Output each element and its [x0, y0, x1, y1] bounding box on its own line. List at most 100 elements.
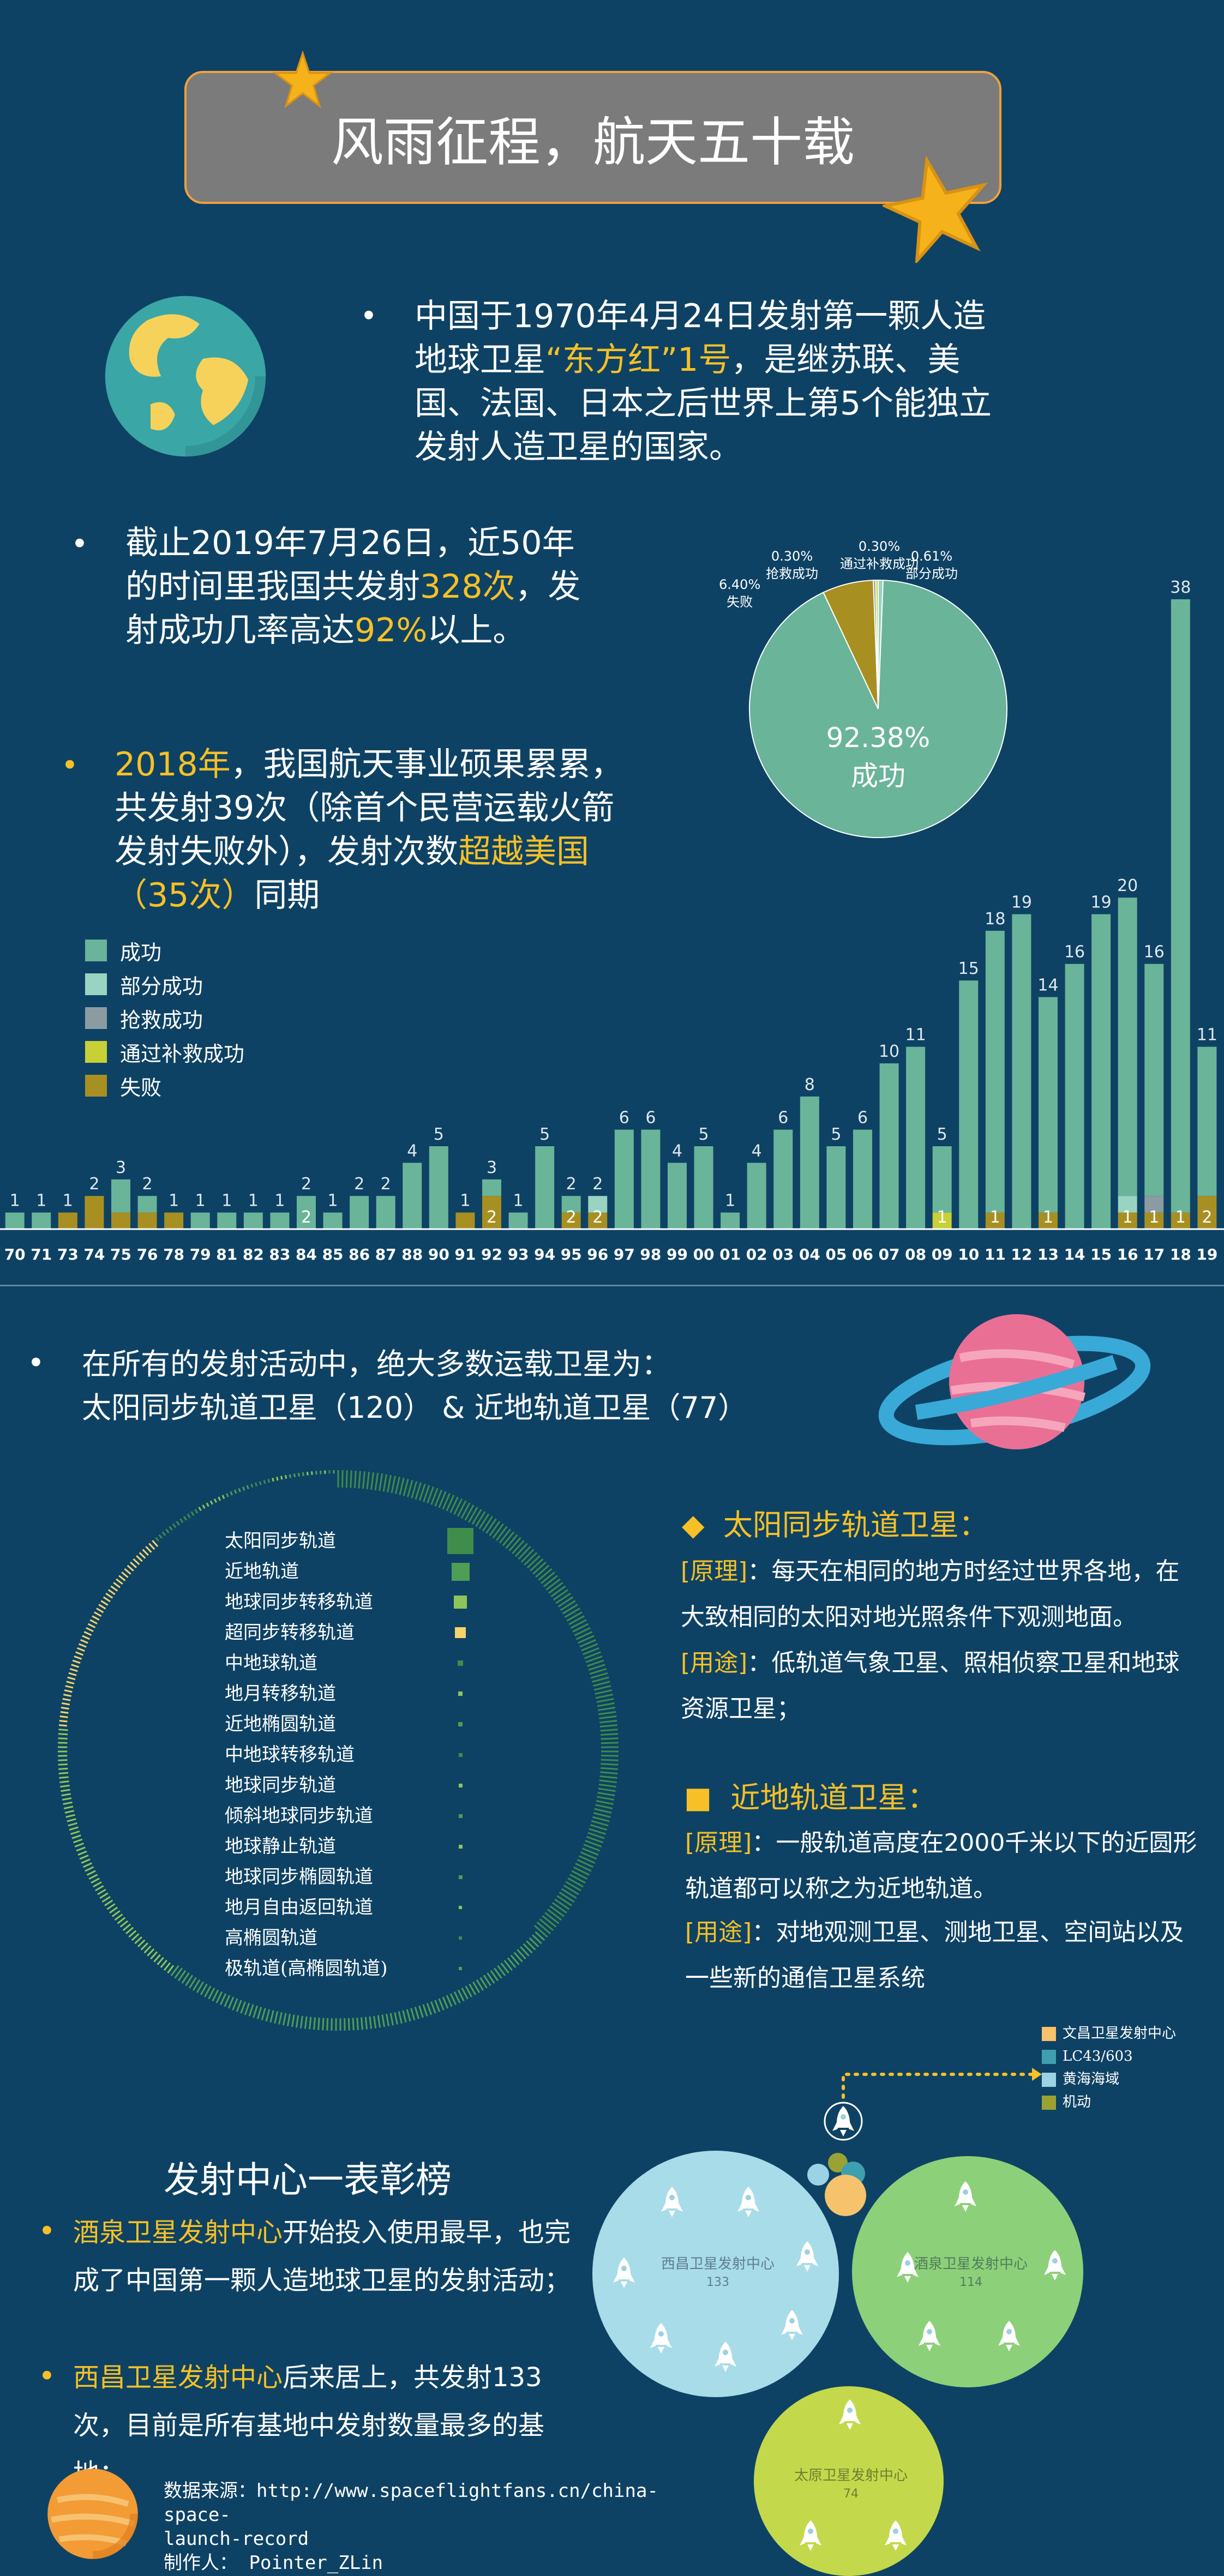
orbit-tick: [599, 1724, 618, 1728]
pie-label-name: 通过补救成功: [840, 556, 919, 571]
orbit-tick: [69, 1826, 79, 1831]
orbit-tick: [449, 1993, 457, 2006]
orbit-tick: [600, 1771, 618, 1774]
orbit-tick: [566, 1611, 583, 1622]
orbit-tick: [177, 1970, 187, 1982]
bar-segment: [588, 1212, 608, 1229]
orbit-legend-item: 地月自由返回轨道: [225, 1892, 481, 1923]
bar-total-label: 16: [1064, 943, 1085, 962]
bar-inner-label: 2: [592, 1208, 603, 1227]
orbit-tick: [140, 1942, 148, 1951]
orbit-legend-label: 超同步转移轨道: [225, 1622, 355, 1644]
intro-paragraph-3: 2018年，我国航天事业硕果累累，共发射39次（除首个民营运载火箭发射失败外），…: [115, 743, 638, 917]
use-tag: [用途]: [681, 1649, 748, 1677]
orbit-tick: [250, 1483, 254, 1488]
orbit-legend-item: 极轨道(高椭圆轨道): [225, 1953, 481, 1984]
orbit-tick: [377, 2015, 381, 2028]
intro-paragraph-2: 截止2019年7月26日，近50年的时间里我国共发射328次，发射成功几率高达9…: [125, 521, 605, 652]
orbit-tick: [82, 1862, 92, 1868]
x-tick-label: 79: [190, 1245, 211, 1263]
orbit-tick: [276, 1477, 279, 1481]
bubble-label: 太原卫星发射中心: [794, 2467, 908, 2484]
orbit-tick: [483, 1975, 491, 1987]
orbit-legend-label: 地球同步轨道: [225, 1774, 336, 1796]
orbit-tick: [575, 1863, 592, 1872]
orbit-tick: [278, 2012, 283, 2025]
bar-segment: [137, 1212, 157, 1229]
orbit-tick: [94, 1611, 102, 1617]
orbit-legend-label: 极轨道(高椭圆轨道): [225, 1958, 388, 1979]
orbit-tick: [60, 1784, 70, 1788]
orbit-tick: [601, 1754, 619, 1757]
centers-title: 发射中心一表彰榜: [164, 2159, 452, 2201]
x-tick-label: 75: [110, 1245, 131, 1263]
bar-total-label: 18: [985, 910, 1005, 929]
orbit-tick: [116, 1578, 123, 1585]
bar-segment: [773, 1129, 793, 1229]
pie-label-partial: 0.61% 部分成功: [905, 547, 958, 582]
orbit-tick: [196, 1981, 204, 1993]
orbit-tick: [434, 1489, 443, 1507]
orbit-tick: [119, 1920, 129, 1928]
bar-total-label: 1: [221, 1191, 232, 1211]
bullet-dot: •: [38, 2359, 56, 2393]
orbit-legend-swatch: [454, 1596, 467, 1609]
orbit-legend-label: 近地椭圆轨道: [225, 1713, 336, 1735]
x-tick-label: 85: [322, 1245, 344, 1263]
bar-total-label: 3: [116, 1158, 126, 1177]
orbit-legend-item: 地球同步转移轨道: [225, 1587, 481, 1617]
bar-segment: [1039, 997, 1058, 1213]
x-tick-label: 96: [587, 1245, 608, 1263]
bar-legend: 成功 部分成功 抢救成功 通过补救成功 失败: [85, 934, 244, 1103]
orbit-legend-label: 太阳同步轨道: [225, 1530, 336, 1552]
orbit-tick: [110, 1585, 118, 1592]
bar-total-label: 10: [879, 1042, 899, 1061]
orbit-tick: [591, 1676, 609, 1683]
legend-swatch: [1042, 2027, 1056, 2041]
orbit-legend-swatch: [451, 1562, 470, 1581]
bar-segment: [376, 1196, 395, 1229]
orbit-tick: [524, 1552, 538, 1566]
bar-inner-label: 1: [1149, 1208, 1159, 1227]
orbit-tick: [573, 1866, 590, 1876]
orbit-tick: [105, 1592, 113, 1599]
pie-label-rescue: 0.30% 抢救成功: [766, 547, 818, 582]
orbit-legend-swatch: [458, 1660, 463, 1666]
orbit-radial-chart: [57, 1470, 619, 2031]
earth-icon: [105, 296, 266, 457]
orbit-legend-swatch: [458, 1844, 463, 1849]
x-tick-label: 08: [905, 1245, 926, 1263]
orbit-tick: [317, 2017, 320, 2030]
orbit-tick: [227, 1996, 235, 2009]
orbit-tick: [391, 1476, 396, 1494]
launch-bar-chart: 1701711732743752761781791811821832841852…: [0, 578, 1224, 1263]
center-item-1: 酒泉卫星发射中心开始投入使用最早，也完成了中国第一颗人造地球卫星的发射活动；: [73, 2208, 575, 2304]
orbit-tick: [170, 1965, 179, 1976]
orbit-tick: [76, 1647, 85, 1652]
bar-segment: [1118, 1212, 1137, 1229]
bar-inner-label: 2: [1202, 1208, 1212, 1227]
orbit-tick: [295, 2015, 299, 2028]
orbit-tick: [89, 1619, 98, 1624]
x-tick-label: 95: [561, 1245, 582, 1263]
orbit-tick: [176, 1521, 180, 1526]
bar-total-label: 11: [905, 1026, 926, 1045]
legend-swatch: [1042, 2096, 1056, 2110]
orbit-tick: [394, 1477, 400, 1494]
x-tick-label: 15: [1090, 1245, 1112, 1263]
x-tick-label: 13: [1037, 1245, 1059, 1263]
footer: 数据来源：http://www.spaceflightfans.cn/china…: [164, 2479, 709, 2575]
orbit-tick: [308, 2017, 312, 2030]
orbit-tick: [100, 1600, 109, 1606]
orbit-legend-label: 中地球转移轨道: [225, 1744, 355, 1766]
orbit-legend-label: 地月转移轨道: [225, 1683, 336, 1705]
orbit-tick: [76, 1846, 86, 1852]
orbit-tick: [353, 1470, 357, 1489]
pie-center-label: 成功: [851, 760, 905, 792]
orbit-tick: [478, 1513, 490, 1530]
orbit-tick: [157, 1957, 164, 1965]
orbit-legend-item: 地月转移轨道: [225, 1678, 481, 1709]
use-tag: [用途]: [685, 1918, 752, 1946]
orbit-tick: [244, 2002, 250, 2015]
orbit-tick: [598, 1787, 616, 1792]
